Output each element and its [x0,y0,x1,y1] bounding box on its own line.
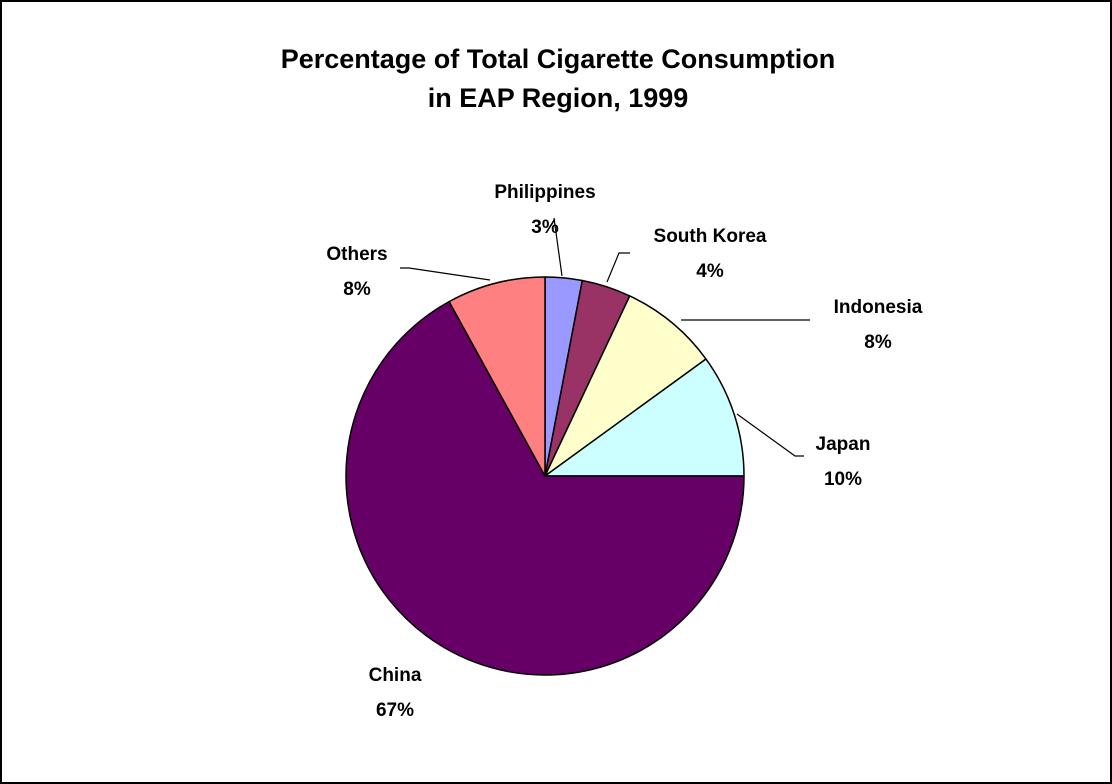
slice-name-label-south-korea: South Korea [654,226,767,247]
chart-title: Percentage of Total Cigarette Consumptio… [2,40,1112,118]
pie-slice-indonesia [544,295,707,477]
slice-name-label-china: China [369,665,422,686]
slice-percent-label-china: 67% [376,700,414,721]
slice-name-label-indonesia: Indonesia [834,297,923,318]
chart-title-line-1: Percentage of Total Cigarette Consumptio… [280,44,836,74]
leader-line-others [400,267,491,281]
pie-slice-others [448,276,546,477]
slice-percent-label-indonesia: 8% [864,332,892,353]
slice-percent-label-others: 8% [343,279,371,300]
slice-percent-label-south-korea: 4% [696,261,724,282]
leader-line-south-korea [606,252,630,283]
leader-line-philippines [553,217,563,277]
slice-name-label-philippines: Philippines [494,182,595,203]
leader-line-japan [736,413,804,457]
slice-name-label-japan: Japan [816,434,871,455]
slice-percent-label-japan: 10% [824,469,862,490]
pie-slice-japan [544,358,745,477]
chart-title-line-2: in EAP Region, 1999 [427,83,689,113]
slice-percent-label-philippines: 3% [531,217,559,238]
slice-name-label-others: Others [326,244,387,265]
pie-slice-china [345,300,745,676]
